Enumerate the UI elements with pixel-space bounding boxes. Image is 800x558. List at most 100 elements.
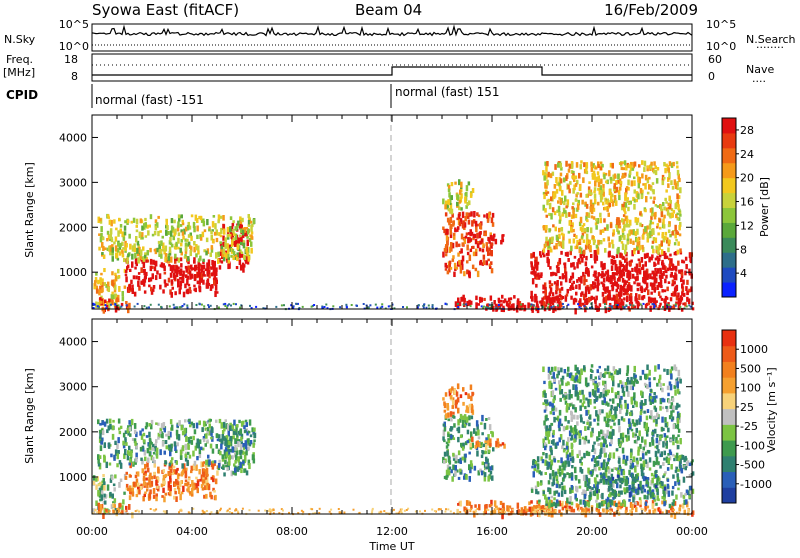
y-tick-label: 1000	[59, 266, 87, 279]
colorbar-tick-label: 12	[740, 219, 754, 232]
heatmap-cell	[216, 444, 219, 449]
heatmap-cell	[674, 385, 677, 389]
heatmap-cell	[677, 469, 680, 472]
heatmap-cell	[125, 270, 128, 273]
heatmap-cell	[207, 304, 209, 306]
heatmap-cell	[554, 164, 557, 170]
heatmap-cell	[674, 266, 677, 269]
heatmap-cell	[191, 466, 194, 471]
heatmap-cell	[207, 483, 210, 486]
heatmap-cell	[651, 246, 654, 249]
heatmap-cell	[617, 470, 620, 475]
heatmap-cell	[192, 485, 195, 490]
heatmap-cell	[663, 224, 666, 229]
heatmap-cell	[523, 306, 526, 312]
heatmap-cell	[651, 478, 654, 484]
heatmap-cell	[482, 462, 485, 466]
heatmap-cell	[117, 437, 120, 443]
heatmap-cell	[146, 422, 149, 427]
heatmap-cell	[229, 226, 232, 232]
heatmap-cell	[583, 240, 586, 244]
y-tick-label: 3000	[59, 176, 87, 189]
heatmap-cell	[609, 499, 612, 503]
heatmap-cell	[598, 175, 601, 181]
heatmap-cell	[476, 212, 479, 216]
heatmap-cell	[679, 248, 682, 253]
heatmap-cell	[233, 431, 236, 435]
heatmap-cell	[227, 248, 230, 254]
heatmap-cell	[540, 255, 543, 258]
heatmap-cell	[453, 272, 456, 277]
heatmap-cell	[537, 463, 540, 469]
heatmap-cell	[562, 234, 565, 237]
heatmap-cell	[363, 303, 365, 305]
heatmap-cell	[530, 253, 533, 258]
heatmap-cell	[156, 493, 159, 496]
heatmap-cell	[253, 219, 256, 225]
heatmap-cell	[600, 479, 603, 483]
heatmap-cell	[567, 258, 570, 262]
heatmap-cell	[668, 224, 671, 227]
heatmap-cell	[193, 285, 196, 288]
heatmap-cell	[100, 281, 103, 285]
heatmap-cell	[635, 507, 638, 512]
heatmap-cell	[662, 263, 665, 269]
heatmap-cell	[555, 296, 558, 300]
heatmap-cell	[180, 450, 183, 456]
heatmap-cell	[249, 419, 252, 425]
heatmap-cell	[100, 445, 103, 451]
heatmap-cell	[107, 308, 110, 311]
heatmap-cell	[604, 306, 606, 308]
heatmap-cell	[206, 262, 209, 268]
heatmap-cell	[475, 221, 478, 226]
heatmap-cell	[649, 273, 652, 279]
heatmap-cell	[150, 214, 153, 219]
heatmap-cell	[137, 471, 140, 476]
heatmap-cell	[123, 237, 126, 241]
heatmap-cell	[467, 252, 470, 255]
heatmap-cell	[636, 461, 639, 465]
heatmap-cell	[97, 280, 100, 285]
heatmap-cell	[543, 194, 546, 199]
heatmap-cell	[645, 304, 648, 309]
heatmap-cell	[184, 483, 187, 486]
heatmap-cell	[612, 233, 615, 237]
heatmap-cell	[597, 276, 600, 281]
heatmap-cell	[580, 160, 583, 163]
heatmap-cell	[627, 391, 630, 397]
heatmap-cell	[637, 193, 640, 199]
heatmap-cell	[164, 460, 167, 463]
heatmap-cell	[460, 248, 463, 253]
heatmap-cell	[661, 240, 664, 246]
heatmap-cell	[247, 240, 250, 246]
heatmap-cell	[368, 307, 370, 309]
heatmap-cell	[652, 503, 655, 509]
heatmap-cell	[641, 173, 644, 178]
heatmap-cell	[443, 424, 446, 427]
heatmap-cell	[650, 197, 653, 200]
heatmap-cell	[182, 220, 185, 223]
heatmap-cell	[460, 414, 463, 419]
heatmap-cell	[456, 218, 459, 221]
heatmap-cell	[646, 233, 649, 236]
heatmap-cell	[559, 293, 562, 297]
heatmap-cell	[649, 487, 652, 492]
heatmap-cell	[657, 449, 660, 453]
heatmap-cell	[685, 257, 688, 261]
heatmap-cell	[605, 480, 608, 484]
heatmap-cell	[597, 285, 600, 291]
heatmap-cell	[501, 295, 504, 299]
heatmap-cell	[607, 503, 610, 508]
heatmap-cell	[652, 271, 655, 275]
heatmap-cell	[148, 432, 151, 438]
heatmap-cell	[650, 162, 653, 166]
heatmap-cell	[560, 173, 563, 177]
heatmap-cell	[444, 204, 447, 209]
heatmap-cell	[450, 230, 453, 235]
heatmap-cell	[561, 287, 564, 291]
heatmap-cell	[103, 478, 106, 482]
heatmap-cell	[476, 451, 479, 457]
heatmap-cell	[224, 305, 226, 307]
heatmap-cell	[199, 479, 202, 482]
heatmap-cell	[155, 443, 158, 446]
